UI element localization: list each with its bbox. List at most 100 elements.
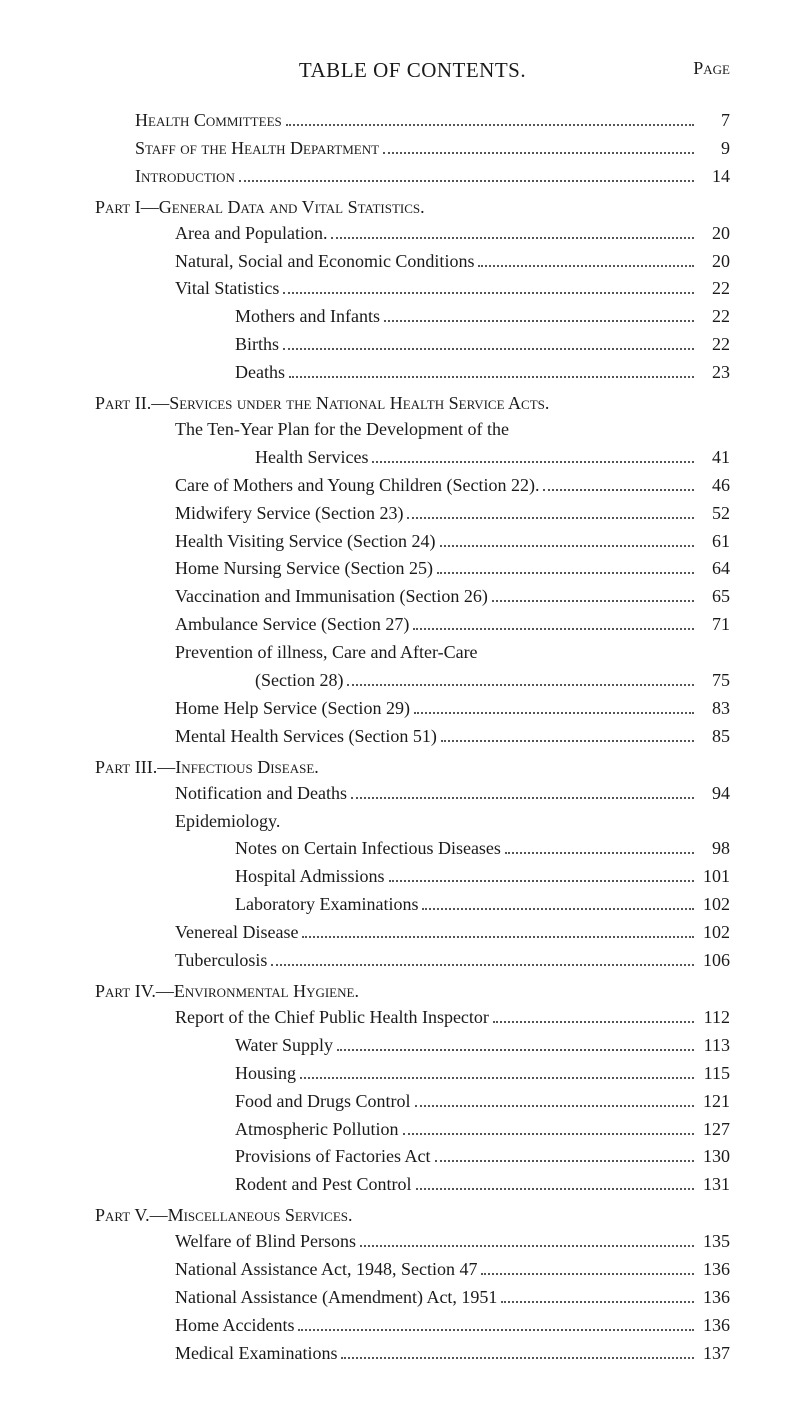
toc-entry: Notes on Certain Infectious Diseases 98: [95, 835, 730, 863]
toc-page-number: 14: [698, 163, 730, 191]
toc-page-number: 121: [698, 1088, 730, 1116]
toc-page-number: 83: [698, 695, 730, 723]
leader-dots: [422, 894, 694, 910]
toc-label: Hospital Admissions: [235, 863, 385, 891]
toc-entry: Health Visiting Service (Section 24)61: [95, 528, 730, 556]
toc-entry: Home Nursing Service (Section 25)64: [95, 555, 730, 583]
leader-dots: [389, 866, 694, 882]
toc-label: Midwifery Service (Section 23): [175, 500, 403, 528]
toc-entry: Care of Mothers and Young Children (Sect…: [95, 472, 730, 500]
toc-entry: Food and Drugs Control 121: [95, 1088, 730, 1116]
toc-label: The Ten-Year Plan for the Development of…: [175, 416, 509, 444]
toc-label: Provisions of Factories Act: [235, 1143, 431, 1171]
toc-label: Births: [235, 331, 279, 359]
parts-container: Part I—General Data and Vital Statistics…: [95, 197, 730, 1368]
toc-entry: National Assistance Act, 1948, Section 4…: [95, 1256, 730, 1284]
toc-entry: Welfare of Blind Persons135: [95, 1228, 730, 1256]
toc-page-number: 136: [698, 1256, 730, 1284]
toc-entry: Home Help Service (Section 29) 83: [95, 695, 730, 723]
leader-dots: [403, 1118, 695, 1134]
leader-dots: [300, 1062, 694, 1078]
leader-dots: [416, 1174, 695, 1190]
toc-label: Housing: [235, 1060, 296, 1088]
toc-entry: Vital Statistics 22: [95, 275, 730, 303]
leader-dots: [271, 950, 694, 966]
leader-dots: [289, 362, 694, 378]
toc-page-number: 102: [698, 891, 730, 919]
toc-page-number: 23: [698, 359, 730, 387]
leader-dots: [501, 1287, 694, 1303]
toc-entry: Medical Examinations137: [95, 1340, 730, 1368]
toc-label: (Section 28): [255, 667, 343, 695]
toc-page-number: 113: [698, 1032, 730, 1060]
leader-dots: [331, 222, 694, 238]
leader-dots: [413, 614, 694, 630]
toc-entry: Venereal Disease102: [95, 919, 730, 947]
toc-label: Food and Drugs Control: [235, 1088, 411, 1116]
toc-page-number: 20: [698, 248, 730, 276]
page-container: TABLE OF CONTENTS. Page Health Committee…: [0, 0, 800, 1408]
toc-page-number: 106: [698, 947, 730, 975]
toc-label: Care of Mothers and Young Children (Sect…: [175, 472, 539, 500]
toc-label: Rodent and Pest Control: [235, 1171, 412, 1199]
toc-label: Deaths: [235, 359, 285, 387]
leader-dots: [341, 1342, 694, 1358]
toc-entry: Area and Population. 20: [95, 220, 730, 248]
front-matter: Health Committees7Staff of the Health De…: [95, 107, 730, 191]
toc-label: Home Help Service (Section 29): [175, 695, 410, 723]
leader-dots: [440, 530, 694, 546]
leader-dots: [298, 1314, 694, 1330]
toc-entry: Deaths 23: [95, 359, 730, 387]
toc-label: Epidemiology.: [175, 808, 280, 836]
toc-entry: Births22: [95, 331, 730, 359]
toc-label: Introduction: [135, 163, 235, 191]
toc-label: Notification and Deaths: [175, 780, 347, 808]
toc-label: Prevention of illness, Care and After-Ca…: [175, 639, 478, 667]
leader-dots: [435, 1146, 695, 1162]
toc-entry: Mothers and Infants22: [95, 303, 730, 331]
toc-label: Ambulance Service (Section 27): [175, 611, 409, 639]
toc-label: Notes on Certain Infectious Diseases: [235, 835, 501, 863]
toc-label: Vital Statistics: [175, 275, 279, 303]
leader-dots: [383, 138, 694, 154]
part-heading: Part III.—Infectious Disease.: [95, 757, 730, 778]
toc-entry-continuation: (Section 28)75: [95, 667, 730, 695]
toc-label: Laboratory Examinations: [235, 891, 418, 919]
toc-page-number: 20: [698, 220, 730, 248]
toc-label: Home Accidents: [175, 1312, 294, 1340]
toc-page-number: 71: [698, 611, 730, 639]
toc-page-number: 9: [698, 135, 730, 163]
toc-page-number: 135: [698, 1228, 730, 1256]
toc-label: Mothers and Infants: [235, 303, 380, 331]
toc-entry: Vaccination and Immunisation (Section 26…: [95, 583, 730, 611]
toc-page-number: 41: [698, 444, 730, 472]
toc-entry: Introduction 14: [95, 163, 730, 191]
toc-page-number: 98: [698, 835, 730, 863]
leader-dots: [543, 474, 694, 490]
toc-label: National Assistance Act, 1948, Section 4…: [175, 1256, 477, 1284]
toc-entry: Epidemiology.: [95, 808, 730, 836]
part-heading: Part II.—Services under the National Hea…: [95, 393, 730, 414]
document-title: TABLE OF CONTENTS.: [299, 58, 526, 83]
leader-dots: [407, 502, 694, 518]
toc-label: Tuberculosis: [175, 947, 267, 975]
toc-entry: National Assistance (Amendment) Act, 195…: [95, 1284, 730, 1312]
leader-dots: [414, 698, 694, 714]
toc-label: Health Visiting Service (Section 24): [175, 528, 436, 556]
toc-entry: Notification and Deaths94: [95, 780, 730, 808]
toc-page-number: 131: [698, 1171, 730, 1199]
toc-entry: Health Committees7: [95, 107, 730, 135]
toc-label: Home Nursing Service (Section 25): [175, 555, 433, 583]
toc-entry: Natural, Social and Economic Conditions2…: [95, 248, 730, 276]
toc-entry: Provisions of Factories Act130: [95, 1143, 730, 1171]
toc-page-number: 22: [698, 275, 730, 303]
toc-entry: Report of the Chief Public Health Inspec…: [95, 1004, 730, 1032]
part-heading: Part IV.—Environmental Hygiene.: [95, 981, 730, 1002]
title-row: TABLE OF CONTENTS. Page: [95, 58, 730, 83]
toc-page-number: 102: [698, 919, 730, 947]
part-heading: Part I—General Data and Vital Statistics…: [95, 197, 730, 218]
toc-label: Medical Examinations: [175, 1340, 337, 1368]
leader-dots: [492, 586, 694, 602]
leader-dots: [493, 1007, 694, 1023]
toc-label: Area and Population.: [175, 220, 327, 248]
